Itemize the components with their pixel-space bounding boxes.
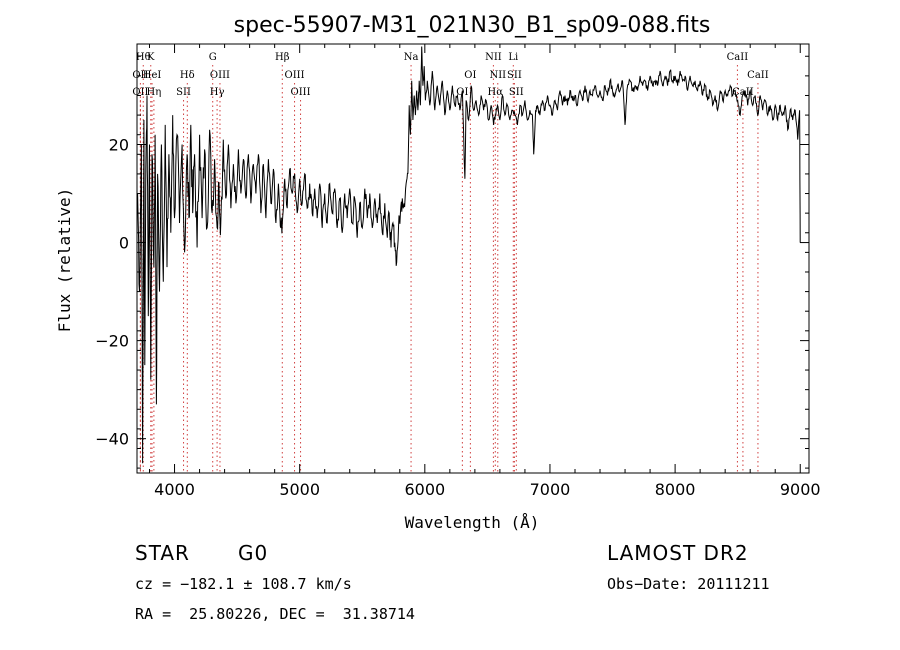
y-tick-label: 20 [109,136,129,155]
y-axis-label: Flux (relative) [55,188,74,333]
line-id-label: CaII [727,52,749,63]
y-tick-label: 0 [119,234,129,253]
line-id-label: OIII [210,70,230,81]
flux-series-line [137,46,801,464]
x-tick-label: 9000 [780,480,821,499]
line-id-label: OI [464,70,476,81]
line-id-label: Hα [488,87,504,98]
line-id-label: Hδ [180,70,195,81]
spectrum-chart: spec-55907-M31_021N30_B1_sp09-088.fits H… [55,13,821,532]
y-tick-label: −40 [95,430,129,449]
class-label: STAR [135,541,190,565]
line-id-label: Li [508,52,518,63]
line-id-label: Hθ [136,52,151,63]
x-tick-label: 5000 [279,480,320,499]
line-id-label: OII [132,87,148,98]
coords-line: RA = 25.80226, DEC = 31.38714 [135,605,415,623]
x-tick-label: 6000 [404,480,445,499]
axes: 4000 5000 6000 7000 8000 9000 −40 −20 0 20 [95,44,821,499]
y-tick-label: −20 [95,332,129,351]
line-id-label: Na [404,52,419,63]
x-tick-label: 7000 [530,480,571,499]
flux-series [137,46,801,464]
line-id-label: G [209,52,217,63]
line-id-label: CaII [747,70,769,81]
x-tick-label: 8000 [655,480,696,499]
obs-date-line: Obs−Date: 20111211 [607,575,770,593]
line-id-label: SII [509,87,524,98]
survey-label: LAMOST DR2 [607,541,749,565]
line-id-layer [139,65,759,473]
line-id-label: SII [507,70,522,81]
line-id-label: NII [489,70,506,81]
x-axis-label: Wavelength (Å) [405,513,540,532]
line-id-label: K [147,52,155,63]
line-id-label: SII [176,87,191,98]
line-id-label: OIII [291,87,311,98]
line-id-label: Hη [147,87,162,98]
line-id-label: Hγ [210,87,225,98]
line-id-label: Hβ [275,52,290,63]
line-id-label: HeI [143,70,162,81]
subclass-label: G0 [238,541,269,565]
cz-line: cz = −182.1 ± 108.7 km/s [135,575,352,593]
plot-frame [136,43,810,474]
chart-title: spec-55907-M31_021N30_B1_sp09-088.fits [234,13,711,38]
line-id-label: OIII [285,70,305,81]
line-id-label: NII [485,52,502,63]
x-tick-label: 4000 [154,480,195,499]
